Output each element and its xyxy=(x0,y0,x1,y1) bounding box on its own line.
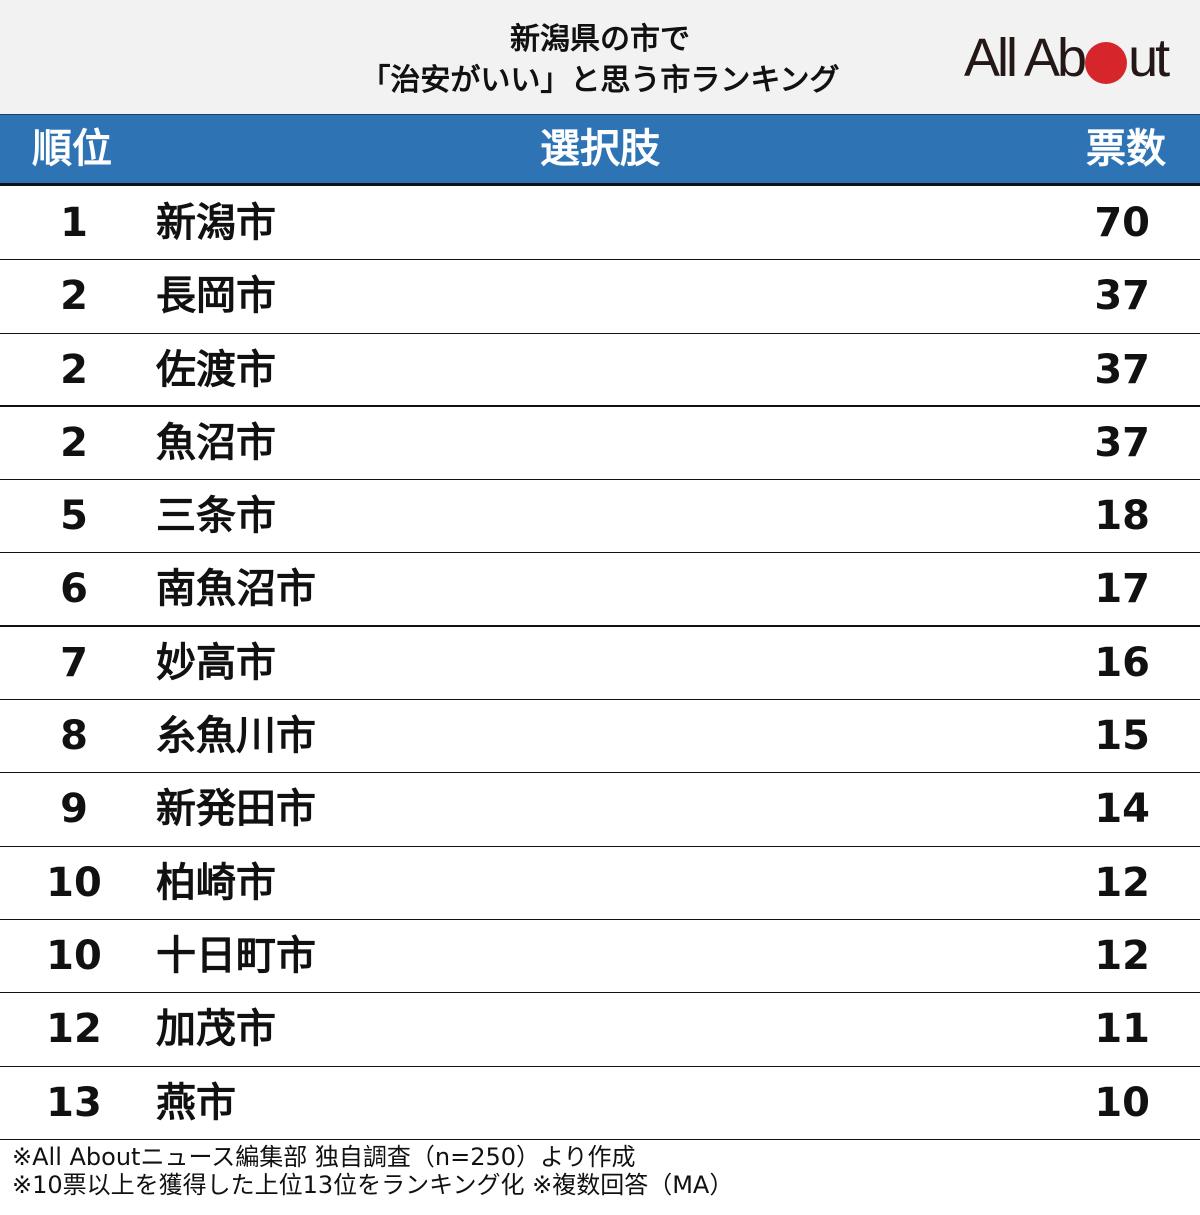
title-area: 新潟県の市で 「治安がいい」と思う市ランキング All Ab ut xyxy=(0,0,1200,114)
rank-cell: 2 xyxy=(60,419,88,466)
name-cell: 長岡市 xyxy=(156,273,276,320)
rank-cell: 1 xyxy=(60,200,88,246)
rank-cell: 13 xyxy=(46,1079,102,1126)
table-row: 2 佐渡市 37 xyxy=(0,334,1200,407)
rank-cell: 7 xyxy=(60,639,88,686)
rank-cell: 5 xyxy=(60,493,88,540)
name-cell: 魚沼市 xyxy=(156,419,276,466)
name-cell: 三条市 xyxy=(156,493,276,540)
rank-cell: 2 xyxy=(60,273,88,320)
table-row: 10 柏崎市 12 xyxy=(0,847,1200,920)
name-cell: 燕市 xyxy=(156,1079,236,1126)
footnote-method: ※10票以上を獲得した上位13位をランキング化 ※複数回答（MA） xyxy=(12,1171,734,1199)
allabout-logo: All Ab ut xyxy=(964,28,1170,88)
rank-cell: 9 xyxy=(60,786,88,833)
table-row: 6 南魚沼市 17 xyxy=(0,553,1200,627)
votes-cell: 10 xyxy=(1094,1079,1150,1126)
column-header-rank: 順位 xyxy=(32,126,112,172)
logo-red-dot-icon xyxy=(1085,42,1128,84)
name-cell: 南魚沼市 xyxy=(156,566,316,613)
votes-cell: 12 xyxy=(1094,932,1150,979)
rank-cell: 10 xyxy=(46,932,102,979)
logo-text-start: All Ab xyxy=(964,28,1087,88)
rank-cell: 6 xyxy=(60,566,88,613)
chart-title-line2: 「治安がいい」と思う市ランキング xyxy=(360,63,840,98)
table-header: 順位 選択肢 票数 xyxy=(0,114,1200,186)
votes-cell: 37 xyxy=(1094,273,1150,320)
name-cell: 妙高市 xyxy=(156,639,276,686)
name-cell: 糸魚川市 xyxy=(156,713,316,760)
table-row: 13 燕市 10 xyxy=(0,1067,1200,1140)
votes-cell: 70 xyxy=(1094,200,1150,246)
table-row: 1 新潟市 70 xyxy=(0,187,1200,261)
name-cell: 新潟市 xyxy=(156,200,276,246)
column-header-choice: 選択肢 xyxy=(540,126,660,172)
footnotes: ※All Aboutニュース編集部 独自調査（n=250）より作成 ※10票以上… xyxy=(12,1143,733,1199)
table-row: 2 長岡市 37 xyxy=(0,260,1200,334)
votes-cell: 15 xyxy=(1094,713,1150,760)
name-cell: 新発田市 xyxy=(156,786,316,833)
rank-cell: 12 xyxy=(46,1006,102,1053)
table-row: 9 新発田市 14 xyxy=(0,773,1200,847)
table-row: 7 妙高市 16 xyxy=(0,627,1200,701)
table-row: 12 加茂市 11 xyxy=(0,993,1200,1067)
votes-cell: 17 xyxy=(1094,566,1150,613)
logo-text-end: ut xyxy=(1128,28,1170,88)
name-cell: 佐渡市 xyxy=(156,346,276,393)
name-cell: 十日町市 xyxy=(156,932,316,979)
rank-cell: 8 xyxy=(60,713,88,760)
table-row: 2 魚沼市 37 xyxy=(0,407,1200,481)
chart-title-line1: 新潟県の市で xyxy=(510,22,690,57)
votes-cell: 11 xyxy=(1094,1006,1150,1053)
rank-cell: 10 xyxy=(46,859,102,906)
name-cell: 加茂市 xyxy=(156,1006,276,1053)
name-cell: 柏崎市 xyxy=(156,859,276,906)
votes-cell: 14 xyxy=(1094,786,1150,833)
votes-cell: 37 xyxy=(1094,346,1150,393)
rank-cell: 2 xyxy=(60,346,88,393)
table-row: 5 三条市 18 xyxy=(0,480,1200,554)
column-header-votes: 票数 xyxy=(1086,126,1166,172)
votes-cell: 18 xyxy=(1094,493,1150,540)
votes-cell: 12 xyxy=(1094,859,1150,906)
table-row: 8 糸魚川市 15 xyxy=(0,700,1200,774)
table-row: 10 十日町市 12 xyxy=(0,920,1200,994)
ranking-table: 1 新潟市 70 2 長岡市 37 2 佐渡市 37 2 魚沼市 37 5 三条市 18 6 南魚沼市… xyxy=(0,187,1200,1140)
footnote-source: ※All Aboutニュース編集部 独自調査（n=250）より作成 xyxy=(12,1143,636,1171)
votes-cell: 37 xyxy=(1094,419,1150,466)
votes-cell: 16 xyxy=(1094,639,1150,686)
